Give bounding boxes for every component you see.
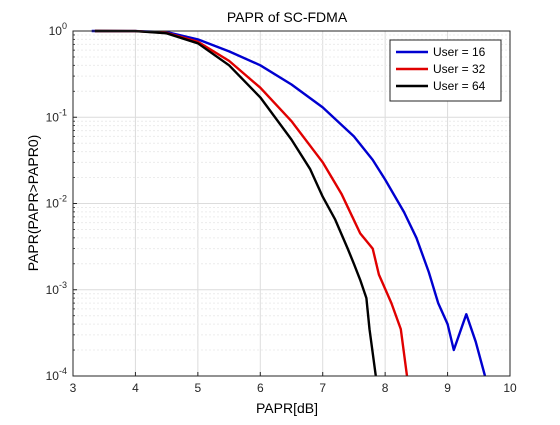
series-line: [91, 29, 487, 377]
x-tick-label: 3: [70, 381, 77, 395]
legend: User = 16 User = 32 User = 64: [389, 39, 502, 102]
legend-label: User = 32: [433, 62, 486, 76]
x-tick-label: 8: [382, 381, 389, 395]
y-axis-label: PAPR(PAPR>PAPR0): [25, 135, 41, 272]
x-tick-label: 6: [257, 381, 264, 395]
legend-label: User = 64: [433, 79, 486, 93]
x-tick-label: 10: [503, 381, 517, 395]
y-tick-label: 10-2: [46, 194, 67, 211]
x-tick-label: 9: [444, 381, 451, 395]
x-tick-label: 4: [132, 381, 139, 395]
y-tick-label: 10-1: [46, 107, 67, 124]
y-tick-label: 10-3: [46, 280, 67, 297]
legend-box: [389, 39, 502, 102]
y-tick-label: 10-4: [46, 366, 67, 383]
x-tick-label: 5: [195, 381, 202, 395]
x-axis-label: PAPR[dB]: [256, 400, 318, 416]
legend-label: User = 16: [433, 45, 486, 59]
ticks: 3 4 5 6 7 8 9 10 100 10-1 10-2 10-3 10-4: [46, 21, 517, 395]
series-layer: [91, 29, 487, 377]
x-tick-label: 7: [319, 381, 326, 395]
chart-title: PAPR of SC-FDMA: [227, 9, 348, 25]
y-tick-label: 100: [49, 21, 67, 38]
series-line: [94, 29, 377, 377]
